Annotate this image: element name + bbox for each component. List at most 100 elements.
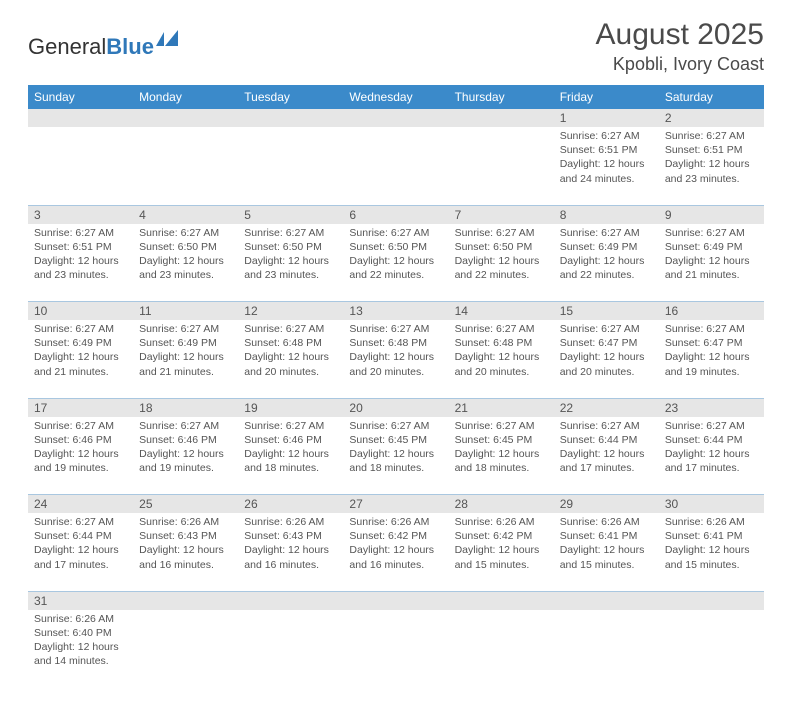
weekday-header: Sunday	[28, 85, 133, 109]
sunset-text: Sunset: 6:50 PM	[139, 240, 232, 254]
daylight-text: and 15 minutes.	[560, 558, 653, 572]
calendar-week: Sunrise: 6:27 AMSunset: 6:49 PMDaylight:…	[28, 320, 764, 398]
sunrise-text: Sunrise: 6:27 AM	[560, 419, 653, 433]
day-cell	[133, 127, 238, 133]
daylight-text: Daylight: 12 hours	[244, 543, 337, 557]
day-number: 11	[133, 302, 238, 320]
daylight-text: Daylight: 12 hours	[665, 543, 758, 557]
day-number: 16	[659, 302, 764, 320]
day-number	[659, 592, 764, 610]
sunrise-text: Sunrise: 6:27 AM	[455, 419, 548, 433]
daynum-row: 24252627282930	[28, 495, 764, 514]
day-cell: Sunrise: 6:27 AMSunset: 6:45 PMDaylight:…	[449, 417, 554, 480]
day-cell: Sunrise: 6:27 AMSunset: 6:48 PMDaylight:…	[343, 320, 448, 383]
day-number: 6	[343, 206, 448, 224]
day-cell: Sunrise: 6:27 AMSunset: 6:50 PMDaylight:…	[449, 224, 554, 287]
day-number: 30	[659, 495, 764, 513]
daylight-text: and 16 minutes.	[139, 558, 232, 572]
daylight-text: and 14 minutes.	[34, 654, 127, 668]
day-number: 7	[449, 206, 554, 224]
day-number: 14	[449, 302, 554, 320]
sunrise-text: Sunrise: 6:27 AM	[455, 322, 548, 336]
day-number: 1	[554, 109, 659, 127]
day-number: 27	[343, 495, 448, 513]
daylight-text: and 21 minutes.	[665, 268, 758, 282]
sunrise-text: Sunrise: 6:27 AM	[139, 226, 232, 240]
daylight-text: and 17 minutes.	[665, 461, 758, 475]
day-number: 24	[28, 495, 133, 513]
day-cell	[343, 610, 448, 616]
calendar-table: Sunday Monday Tuesday Wednesday Thursday…	[28, 85, 764, 688]
daylight-text: Daylight: 12 hours	[455, 543, 548, 557]
sunrise-text: Sunrise: 6:27 AM	[349, 419, 442, 433]
day-cell: Sunrise: 6:27 AMSunset: 6:46 PMDaylight:…	[133, 417, 238, 480]
sunset-text: Sunset: 6:46 PM	[244, 433, 337, 447]
sunset-text: Sunset: 6:48 PM	[244, 336, 337, 350]
daylight-text: and 24 minutes.	[560, 172, 653, 186]
daynum-row: 12	[28, 109, 764, 127]
page-title: August 2025	[596, 18, 764, 52]
daylight-text: Daylight: 12 hours	[34, 543, 127, 557]
sunset-text: Sunset: 6:49 PM	[34, 336, 127, 350]
sunrise-text: Sunrise: 6:27 AM	[455, 226, 548, 240]
day-number	[343, 592, 448, 610]
day-cell: Sunrise: 6:26 AMSunset: 6:42 PMDaylight:…	[449, 513, 554, 576]
sunrise-text: Sunrise: 6:27 AM	[139, 322, 232, 336]
daylight-text: and 21 minutes.	[139, 365, 232, 379]
day-number: 26	[238, 495, 343, 513]
day-number: 23	[659, 399, 764, 417]
day-cell: Sunrise: 6:27 AMSunset: 6:51 PMDaylight:…	[659, 127, 764, 190]
location-subtitle: Kpobli, Ivory Coast	[596, 54, 764, 75]
sunrise-text: Sunrise: 6:26 AM	[139, 515, 232, 529]
sunset-text: Sunset: 6:44 PM	[34, 529, 127, 543]
calendar-week: Sunrise: 6:27 AMSunset: 6:51 PMDaylight:…	[28, 224, 764, 302]
day-number: 4	[133, 206, 238, 224]
sunrise-text: Sunrise: 6:26 AM	[244, 515, 337, 529]
day-cell: Sunrise: 6:27 AMSunset: 6:50 PMDaylight:…	[238, 224, 343, 287]
sunrise-text: Sunrise: 6:27 AM	[34, 322, 127, 336]
day-cell: Sunrise: 6:26 AMSunset: 6:41 PMDaylight:…	[659, 513, 764, 576]
sunrise-text: Sunrise: 6:27 AM	[244, 322, 337, 336]
day-number: 12	[238, 302, 343, 320]
daylight-text: Daylight: 12 hours	[244, 447, 337, 461]
daylight-text: and 20 minutes.	[244, 365, 337, 379]
day-cell	[28, 127, 133, 133]
daylight-text: Daylight: 12 hours	[349, 350, 442, 364]
day-cell: Sunrise: 6:27 AMSunset: 6:44 PMDaylight:…	[659, 417, 764, 480]
daylight-text: Daylight: 12 hours	[34, 447, 127, 461]
daylight-text: and 21 minutes.	[34, 365, 127, 379]
daylight-text: and 18 minutes.	[244, 461, 337, 475]
day-cell: Sunrise: 6:27 AMSunset: 6:48 PMDaylight:…	[238, 320, 343, 383]
weekday-header: Saturday	[659, 85, 764, 109]
sunset-text: Sunset: 6:44 PM	[665, 433, 758, 447]
day-cell: Sunrise: 6:26 AMSunset: 6:40 PMDaylight:…	[28, 610, 133, 673]
sunrise-text: Sunrise: 6:27 AM	[34, 226, 127, 240]
weekday-header: Thursday	[449, 85, 554, 109]
sunrise-text: Sunrise: 6:27 AM	[139, 419, 232, 433]
logo: GeneralBlue	[28, 18, 182, 63]
day-number: 18	[133, 399, 238, 417]
daylight-text: Daylight: 12 hours	[665, 350, 758, 364]
daylight-text: Daylight: 12 hours	[560, 543, 653, 557]
day-number: 21	[449, 399, 554, 417]
calendar-week: Sunrise: 6:27 AMSunset: 6:46 PMDaylight:…	[28, 417, 764, 495]
sunset-text: Sunset: 6:42 PM	[455, 529, 548, 543]
day-number: 10	[28, 302, 133, 320]
sunset-text: Sunset: 6:51 PM	[560, 143, 653, 157]
daylight-text: and 22 minutes.	[349, 268, 442, 282]
sunset-text: Sunset: 6:47 PM	[665, 336, 758, 350]
day-cell: Sunrise: 6:27 AMSunset: 6:46 PMDaylight:…	[238, 417, 343, 480]
flag-icon	[156, 30, 182, 53]
day-cell: Sunrise: 6:27 AMSunset: 6:47 PMDaylight:…	[554, 320, 659, 383]
sunrise-text: Sunrise: 6:27 AM	[244, 419, 337, 433]
sunrise-text: Sunrise: 6:27 AM	[560, 322, 653, 336]
day-cell	[449, 610, 554, 616]
sunrise-text: Sunrise: 6:27 AM	[665, 226, 758, 240]
day-cell: Sunrise: 6:27 AMSunset: 6:51 PMDaylight:…	[554, 127, 659, 190]
daylight-text: Daylight: 12 hours	[560, 254, 653, 268]
day-number: 3	[28, 206, 133, 224]
sunset-text: Sunset: 6:46 PM	[139, 433, 232, 447]
day-cell	[133, 610, 238, 616]
day-cell: Sunrise: 6:27 AMSunset: 6:47 PMDaylight:…	[659, 320, 764, 383]
sunrise-text: Sunrise: 6:26 AM	[455, 515, 548, 529]
